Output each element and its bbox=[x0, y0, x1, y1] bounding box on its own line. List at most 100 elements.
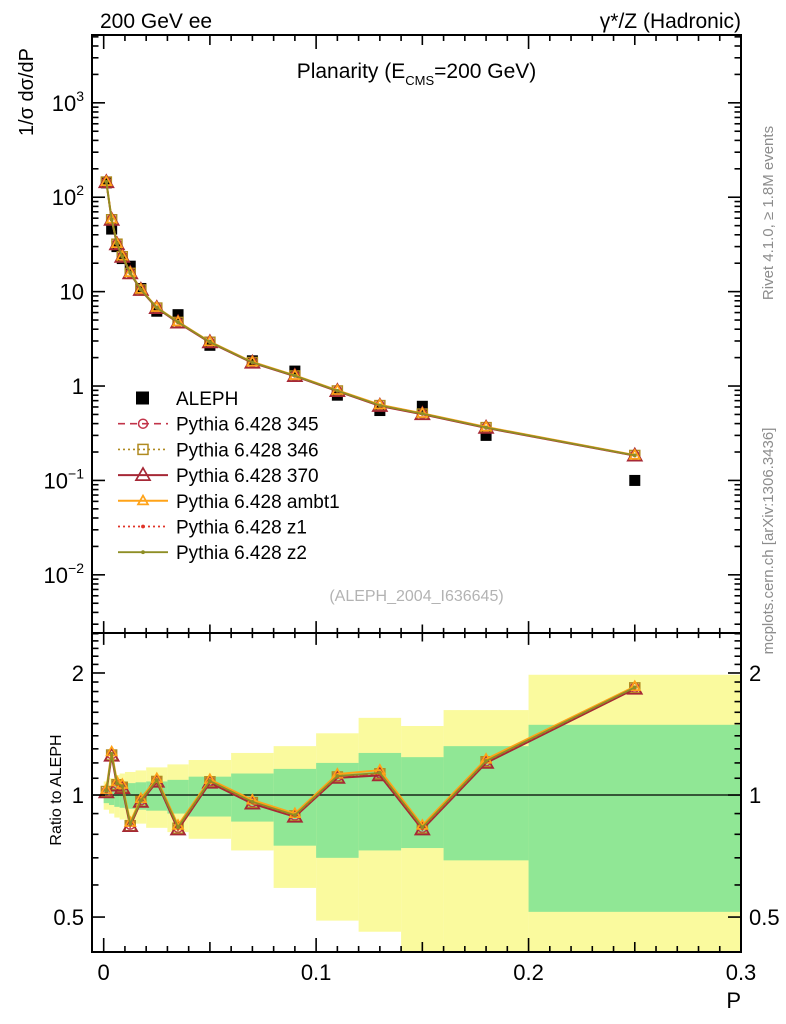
main-y-tick-label: 10−2 bbox=[44, 560, 85, 588]
data-point-marker bbox=[632, 453, 637, 458]
data-point-marker bbox=[250, 799, 255, 804]
ratio-y-axis-label: Ratio to ALEPH bbox=[48, 734, 65, 846]
data-point-marker bbox=[120, 784, 125, 789]
legend-item-pythia-6-428-z2: Pythia 6.428 z2 bbox=[118, 543, 307, 564]
legend-label: Pythia 6.428 ambt1 bbox=[176, 492, 340, 513]
ratio-y-tick-label-right: 0.5 bbox=[749, 905, 780, 930]
data-point-marker bbox=[106, 223, 118, 235]
x-tick-label: 0.1 bbox=[301, 960, 332, 985]
data-point-marker bbox=[104, 179, 109, 184]
ratio-y-tick-label-left: 0.5 bbox=[53, 905, 84, 930]
data-point-marker bbox=[484, 425, 488, 430]
data-point-marker bbox=[628, 679, 642, 691]
data-point-marker bbox=[115, 241, 119, 246]
analysis-id-watermark: (ALEPH_2004_I636645) bbox=[329, 588, 504, 605]
data-point-marker bbox=[420, 411, 425, 416]
legend-item-pythia-6-428-346: Pythia 6.428 346 bbox=[118, 440, 319, 461]
beam-energy-label: 200 GeV ee bbox=[100, 10, 213, 33]
main-y-tick-label: 103 bbox=[52, 88, 84, 116]
data-point-marker bbox=[141, 550, 145, 555]
plot-title-suffix: =200 GeV) bbox=[434, 60, 537, 83]
legend-item-pythia-6-428-370: Pythia 6.428 370 bbox=[118, 466, 319, 487]
legend: ALEPH Pythia 6.428 345 Pythia 6.428 346 Pyt… bbox=[118, 389, 340, 564]
ratio-y-tick-label-right: 1 bbox=[749, 783, 761, 808]
x-tick-label: 0 bbox=[98, 960, 110, 985]
data-point-marker bbox=[154, 305, 159, 310]
band-green bbox=[114, 784, 120, 807]
x-tick-label: 0.3 bbox=[726, 960, 757, 985]
mcplots-reference-note: mcplots.cern.ch [arXiv:1306.3436] bbox=[759, 427, 777, 655]
legend-label: ALEPH bbox=[176, 389, 238, 410]
legend-item-pythia-6-428-ambt1: Pythia 6.428 ambt1 bbox=[118, 492, 340, 513]
band-green bbox=[124, 783, 136, 809]
legend-label: Pythia 6.428 346 bbox=[176, 440, 319, 461]
legend-label: Pythia 6.428 370 bbox=[176, 466, 319, 487]
band-green bbox=[528, 724, 741, 912]
data-point-marker bbox=[115, 249, 129, 261]
axis-ticks bbox=[92, 35, 741, 952]
data-point-marker bbox=[176, 825, 180, 830]
series-line bbox=[105, 181, 635, 457]
legend-label: Pythia 6.428 z1 bbox=[176, 518, 307, 539]
data-point-marker bbox=[136, 493, 150, 506]
data-point-marker bbox=[104, 788, 109, 793]
ratio-y-tick-label-right: 2 bbox=[749, 661, 761, 686]
legend-item-pythia-6-428-345: Pythia 6.428 345 bbox=[118, 415, 319, 436]
legend-marker-sample bbox=[136, 391, 149, 405]
x-tick-label: 0.2 bbox=[513, 960, 544, 985]
data-point-marker bbox=[377, 403, 382, 408]
data-point-marker bbox=[137, 443, 149, 456]
data-point-marker bbox=[120, 254, 125, 259]
data-point-marker bbox=[377, 770, 382, 775]
legend-label: Pythia 6.428 345 bbox=[176, 415, 319, 436]
process-label: γ*/Z (Hadronic) bbox=[599, 10, 741, 33]
band-green bbox=[443, 746, 529, 861]
plot-title-text: Planarity (E bbox=[296, 60, 406, 83]
ratio-plot-frame bbox=[91, 632, 742, 953]
data-point-marker bbox=[134, 466, 152, 481]
data-point-marker bbox=[629, 474, 641, 486]
main-series-pythia-6-428-z2 bbox=[104, 179, 637, 458]
data-point-marker bbox=[420, 825, 425, 830]
plot-title-subscript: CMS bbox=[405, 73, 435, 88]
series-line bbox=[105, 686, 636, 830]
main-y-tick-label: 10−1 bbox=[44, 465, 85, 493]
data-point-marker bbox=[292, 373, 297, 378]
data-point-marker bbox=[128, 271, 133, 275]
data-point-marker bbox=[154, 778, 159, 783]
data-point-marker bbox=[335, 774, 340, 778]
ratio-uncertainty-bands bbox=[103, 674, 741, 952]
x-axis-label: P bbox=[726, 988, 741, 1013]
ratio-y-tick-label-left: 2 bbox=[72, 661, 84, 686]
data-point-marker bbox=[632, 685, 637, 690]
band-green bbox=[119, 783, 125, 808]
data-point-marker bbox=[176, 320, 180, 325]
data-point-marker bbox=[115, 781, 119, 786]
data-point-marker bbox=[150, 300, 164, 312]
data-point-marker bbox=[292, 813, 297, 818]
band-green bbox=[167, 779, 189, 814]
legend-label: Pythia 6.428 z2 bbox=[176, 543, 307, 564]
main-y-tick-label: 102 bbox=[52, 182, 84, 210]
ratio-y-tick-label-left: 1 bbox=[72, 783, 84, 808]
main-y-tick-label: 10 bbox=[60, 280, 84, 305]
data-point-marker bbox=[109, 217, 114, 222]
data-point-marker bbox=[123, 265, 137, 278]
plot-title: Planarity (ECMS=200 GeV) bbox=[92, 60, 741, 88]
data-point-marker bbox=[137, 418, 149, 429]
ratio-series-pythia-6-428-z2 bbox=[104, 685, 637, 830]
data-point-marker bbox=[480, 429, 492, 441]
data-point-marker bbox=[208, 340, 212, 344]
data-point-marker bbox=[335, 388, 340, 393]
legend-item-pythia-6-428-z1: Pythia 6.428 z1 bbox=[118, 518, 307, 539]
main-y-axis-label: 1/σ dσ/dP bbox=[15, 47, 38, 137]
data-point-marker bbox=[250, 360, 255, 365]
data-point-marker bbox=[208, 779, 212, 783]
data-point-marker bbox=[141, 524, 145, 529]
data-point-marker bbox=[138, 287, 143, 292]
data-point-marker bbox=[109, 751, 114, 756]
data-point-marker bbox=[138, 798, 143, 803]
data-point-marker bbox=[484, 759, 488, 763]
